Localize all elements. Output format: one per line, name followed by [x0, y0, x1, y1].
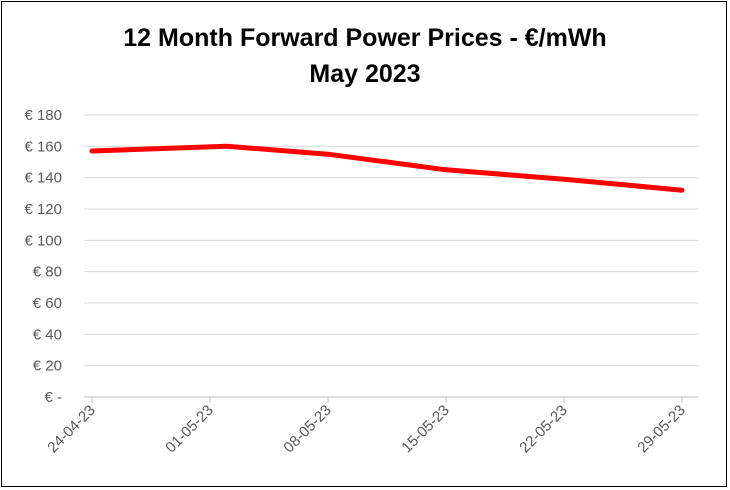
x-tick-label: 01-05-23: [162, 402, 216, 456]
y-tick-label: € 140: [24, 170, 62, 187]
y-tick-label: € 120: [24, 201, 62, 218]
y-axis-ticks: € - € 20 € 40 € 60 € 80 € 100 € 120 € 140 € 160 €…: [24, 107, 62, 406]
y-tick-label: € 20: [33, 358, 62, 375]
y-tick-label: € 100: [24, 232, 62, 249]
gridlines: [84, 114, 698, 398]
y-tick-label: € -: [44, 389, 62, 406]
series-layer: [89, 143, 685, 193]
y-tick-label: € 80: [33, 264, 62, 281]
series-line-0: [89, 143, 685, 193]
x-axis-ticks: 24-04-23 01-05-23 08-05-23 15-05-23 22-05-23…: [44, 397, 689, 456]
x-tick-label: 24-04-23: [44, 402, 98, 456]
chart-title: 12 Month Forward Power Prices - €/mWh: [123, 24, 607, 52]
chart-subtitle: May 2023: [309, 60, 421, 88]
x-tick-label: 29-05-23: [634, 402, 688, 456]
y-tick-label: € 180: [24, 107, 62, 124]
x-tick-label: 22-05-23: [516, 402, 570, 456]
y-tick-label: € 160: [24, 138, 62, 155]
x-tick-label: 15-05-23: [398, 402, 452, 456]
chart-title-block: 12 Month Forward Power Prices - €/mWh Ma…: [0, 20, 730, 92]
x-tick-label: 08-05-23: [280, 402, 334, 456]
y-tick-label: € 60: [33, 295, 62, 312]
y-tick-label: € 40: [33, 326, 62, 343]
